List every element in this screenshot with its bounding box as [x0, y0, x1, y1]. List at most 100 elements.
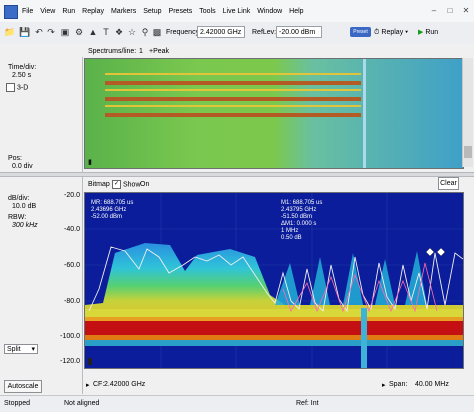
signal-band	[105, 97, 361, 101]
pane-divider[interactable]	[0, 172, 474, 177]
minimize-icon[interactable]: –	[431, 5, 437, 15]
spectrums-per-line-value[interactable]: 1	[139, 48, 143, 55]
display-icon[interactable]: ▣	[60, 26, 70, 37]
reflev-field[interactable]: -20.00 dBm	[276, 26, 322, 38]
close-icon[interactable]: ✕	[462, 5, 470, 15]
window-controls: – □ ✕	[426, 0, 474, 17]
status-alignment: Not aligned	[64, 400, 100, 407]
show-checkbox[interactable]: ✓ Show	[112, 180, 141, 189]
time-div-value[interactable]: 2.50 s	[12, 72, 32, 79]
db-div-label: dB/div:	[8, 195, 30, 202]
menu-presets[interactable]: Presets	[168, 7, 193, 15]
db-div-value[interactable]: 10.0 dB	[12, 203, 37, 210]
menu-list: File View Run Replay Markers Setup Prese…	[22, 0, 311, 22]
undo-icon[interactable]: ↶	[35, 26, 43, 37]
reflev-label: RefLev:	[252, 29, 277, 36]
chevron-down-icon: ▾	[31, 346, 35, 353]
bitmap-label: Bitmap	[88, 181, 110, 188]
time-div-label: Time/div:	[8, 64, 37, 71]
status-bar: Stopped Not aligned Ref: Int	[0, 395, 474, 412]
interference-line	[363, 59, 366, 168]
preset-button[interactable]: Preset	[350, 27, 371, 37]
threed-label: 3-D	[17, 84, 29, 92]
signal-band	[105, 89, 361, 91]
run-button[interactable]: ▶ Run	[418, 26, 438, 39]
menu-markers[interactable]: Markers	[110, 7, 137, 15]
marker-m1-icon	[436, 247, 446, 257]
span-label: Span:	[389, 381, 408, 388]
replay-label: Replay	[381, 29, 404, 36]
run-label: Run	[425, 29, 439, 36]
y-tick-label: -120.0	[60, 358, 80, 365]
checkmark-icon: ✓	[112, 180, 121, 189]
y-tick-label: -100.0	[60, 333, 80, 340]
on-label: On	[140, 181, 150, 188]
menu-view[interactable]: View	[40, 7, 56, 15]
menu-bar: File View Run Replay Markers Setup Prese…	[0, 0, 474, 23]
trigger-icon[interactable]: T	[103, 27, 109, 37]
spectrogram-scrollbar[interactable]	[462, 58, 473, 167]
menu-replay[interactable]: Replay	[82, 7, 104, 15]
rbw-label: RBW:	[8, 214, 27, 221]
menu-live-link[interactable]: Live Link	[222, 7, 251, 15]
threed-checkbox[interactable]: 3-D	[6, 83, 28, 92]
marker-mr-readout: MR: 688.705 us 2.43696 GHz -52.00 dBm	[91, 200, 134, 220]
clear-button[interactable]: Clear	[438, 177, 459, 190]
y-tick-label: -60.0	[64, 262, 80, 269]
menu-help[interactable]: Help	[289, 7, 304, 15]
replay-icon: ⏱	[374, 29, 382, 36]
menu-setup[interactable]: Setup	[143, 7, 162, 15]
spectrum-footer: ▸ CF: 2.42000 GHz ▸ Span: 40.00 MHz	[82, 378, 474, 392]
redo-icon[interactable]: ↷	[47, 26, 55, 37]
toolbar: 📁 💾 ↶ ↷ ▣ ⚙ ▲ T ❖ ☆ ⚲ ▩ Frequency: 2.420…	[0, 22, 474, 45]
spectrum-display[interactable]: MR: 688.705 us 2.43696 GHz -52.00 dBm M1…	[84, 192, 464, 369]
display-marker-icon: ▮	[88, 159, 92, 166]
marker-m1-readout: M1: 688.705 us 2.43795 GHz -51.50 dBm ΔM…	[281, 200, 323, 241]
save-icon[interactable]: 💾	[19, 26, 31, 37]
settings-icon[interactable]: ⚙	[74, 26, 84, 37]
zoom-icon[interactable]: ⚲	[141, 26, 149, 37]
signal-band	[105, 81, 361, 85]
spectrogram-header: Spectrums/line: 1 +Peak	[82, 44, 474, 57]
y-tick-label: -40.0	[64, 226, 80, 233]
spectrum-bitmap	[85, 193, 463, 368]
cf-stepper-icon[interactable]: ▸	[86, 382, 90, 389]
y-tick-label: -80.0	[64, 298, 80, 305]
play-icon: ▶	[418, 29, 426, 36]
frequency-field[interactable]: 2.42000 GHz	[197, 26, 245, 38]
chevron-down-icon: ▾	[403, 29, 409, 36]
pos-value[interactable]: 0.0 div	[12, 163, 33, 170]
left-panel: Time/div: 2.50 s 3-D Pos: 0.0 div dB/div…	[0, 44, 83, 394]
status-state: Stopped	[4, 400, 31, 407]
tools-icon[interactable]: ❖	[114, 26, 124, 37]
rbw-value[interactable]: 300 kHz	[12, 222, 38, 229]
menu-tools[interactable]: Tools	[199, 7, 216, 15]
span-value[interactable]: 40.00 MHz	[415, 381, 449, 388]
marker-mr-icon	[425, 247, 435, 257]
open-folder-icon[interactable]: 📁	[4, 26, 16, 37]
spectrum-header: Bitmap ✓ Show On	[82, 177, 474, 190]
peak-icon[interactable]: ☆	[127, 26, 137, 37]
autoscale-button[interactable]: Autoscale	[4, 380, 42, 393]
signal-band	[105, 105, 361, 107]
cf-label: CF:	[93, 381, 105, 388]
menu-file[interactable]: File	[22, 7, 34, 15]
spectrogram-display[interactable]: ▮	[84, 58, 464, 169]
peak-label[interactable]: +Peak	[149, 48, 170, 55]
app-icon	[4, 5, 18, 19]
signal-band	[105, 73, 361, 75]
maximize-icon[interactable]: □	[447, 5, 453, 15]
replay-button[interactable]: ⏱ Replay ▾	[374, 26, 408, 39]
marker-icon[interactable]: ▲	[88, 27, 98, 37]
menu-run[interactable]: Run	[62, 7, 76, 15]
status-ref: Ref: Int	[296, 400, 319, 407]
spectrums-per-line-label: Spectrums/line:	[88, 48, 137, 55]
pos-label: Pos:	[8, 155, 23, 162]
cf-value[interactable]: 2.42000 GHz	[104, 381, 146, 388]
split-select[interactable]: Split ▾	[4, 344, 38, 354]
span-stepper-icon[interactable]: ▸	[382, 382, 386, 389]
scrollbar-thumb[interactable]	[464, 146, 472, 158]
bitmap-icon[interactable]: ▩	[152, 26, 162, 37]
frequency-label: Frequency:	[166, 29, 202, 36]
menu-window[interactable]: Window	[257, 7, 283, 15]
